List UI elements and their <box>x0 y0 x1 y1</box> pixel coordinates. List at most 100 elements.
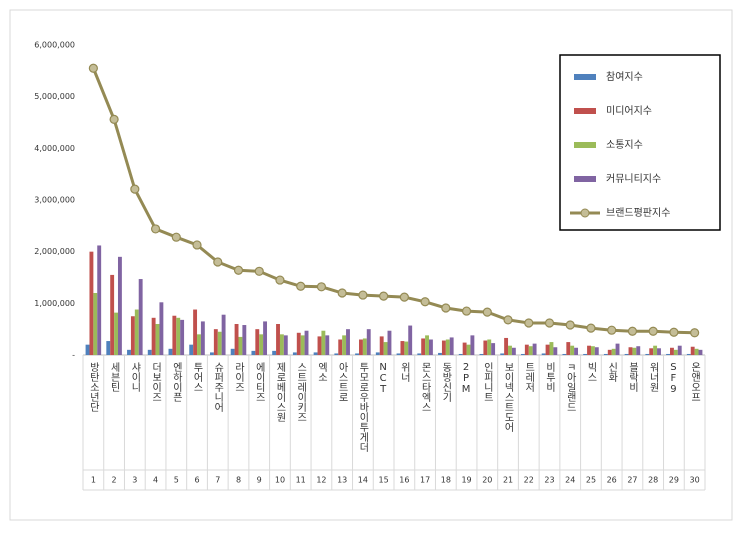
x-tick-label: 슈퍼주니어 <box>212 362 224 413</box>
bar <box>590 346 595 355</box>
y-tick-label: - <box>72 351 75 360</box>
x-tick-label: 2PM <box>461 362 472 395</box>
rank-label: 19 <box>461 476 471 485</box>
bar <box>342 335 347 355</box>
line-marker <box>171 232 181 242</box>
legend-label: 참여지수 <box>606 71 643 83</box>
bar <box>628 347 633 355</box>
x-tick-label: 몬스타엑스 <box>419 362 431 412</box>
bar <box>279 334 284 355</box>
bar <box>636 346 641 355</box>
bar <box>221 314 226 355</box>
bar <box>666 353 671 355</box>
rank-label: 26 <box>607 476 617 485</box>
bar <box>587 345 591 355</box>
bar <box>673 349 678 355</box>
bar <box>677 345 682 355</box>
bar <box>545 344 550 355</box>
bar <box>234 324 239 355</box>
bar <box>383 342 388 355</box>
x-tick-label: 에이티즈 <box>253 362 265 402</box>
bar <box>379 336 384 355</box>
bar <box>189 344 194 355</box>
x-tick-label: 동방신기 <box>440 362 452 403</box>
rank-label: 15 <box>379 476 389 485</box>
bar <box>321 330 326 355</box>
y-tick-label: 5,000,000 <box>34 92 75 101</box>
bar <box>296 332 301 355</box>
bar <box>242 325 247 355</box>
bar <box>325 335 330 355</box>
x-tick-label: 더보이즈 <box>150 362 162 402</box>
bar <box>574 347 579 355</box>
line-marker <box>109 114 119 125</box>
x-tick-label: 샤이니 <box>129 362 141 393</box>
bar <box>611 348 616 355</box>
bar <box>449 337 454 355</box>
bar <box>168 348 173 355</box>
bar <box>553 347 558 355</box>
x-tick-label: 아스트로 <box>336 362 348 402</box>
x-tick-label: 라이즈 <box>233 362 245 392</box>
x-tick-label: 엑소 <box>315 362 327 382</box>
bar <box>230 348 235 355</box>
rank-label: 7 <box>215 476 220 485</box>
bar <box>483 340 488 355</box>
legend-swatch <box>580 208 590 218</box>
bar <box>524 344 529 355</box>
bar <box>686 353 691 355</box>
rank-label: 3 <box>132 476 137 485</box>
bar <box>649 348 654 355</box>
line-marker <box>233 265 244 275</box>
bar <box>272 350 277 355</box>
x-tick-label: 빅스 <box>585 362 597 382</box>
bar <box>615 343 620 355</box>
line-marker <box>441 303 451 313</box>
line-marker <box>275 275 285 285</box>
rank-label: 23 <box>544 476 554 485</box>
rank-label: 5 <box>174 476 179 485</box>
legend-label: 미디어지수 <box>606 105 652 117</box>
bar <box>114 312 118 355</box>
line-marker <box>337 288 347 298</box>
legend-swatch <box>574 74 596 80</box>
x-tick-label: 투모로우바이투게더 <box>357 362 369 453</box>
bar <box>653 345 658 355</box>
bar <box>491 343 496 355</box>
line-marker <box>503 315 513 325</box>
bar <box>97 245 102 355</box>
bar <box>487 339 492 355</box>
x-tick-label: 워너원 <box>647 361 659 392</box>
bar <box>387 330 392 355</box>
bar <box>317 336 322 355</box>
bar <box>193 309 198 355</box>
line-marker <box>690 328 700 338</box>
line-marker <box>607 325 617 335</box>
bar <box>624 353 629 355</box>
bar <box>313 352 318 355</box>
bar <box>458 353 463 355</box>
rank-label: 21 <box>503 476 513 485</box>
line-marker <box>316 282 327 292</box>
bar <box>404 341 409 355</box>
bar <box>176 317 181 355</box>
bar <box>110 274 115 355</box>
rank-label: 22 <box>524 476 534 485</box>
bar <box>566 342 571 355</box>
bar <box>441 340 446 355</box>
bar <box>362 338 367 355</box>
bar <box>127 349 131 355</box>
bar <box>645 353 650 355</box>
legend-label: 브랜드평판지수 <box>606 207 670 219</box>
bar <box>632 347 637 355</box>
bar <box>276 324 280 355</box>
x-tick-label: 트레저 <box>523 362 535 393</box>
bar <box>292 352 297 355</box>
bar <box>172 315 177 355</box>
rank-label: 10 <box>275 476 285 485</box>
bar <box>466 344 471 355</box>
bar <box>117 256 122 355</box>
line-marker <box>565 320 575 330</box>
bar <box>375 352 380 355</box>
bar <box>85 344 90 355</box>
